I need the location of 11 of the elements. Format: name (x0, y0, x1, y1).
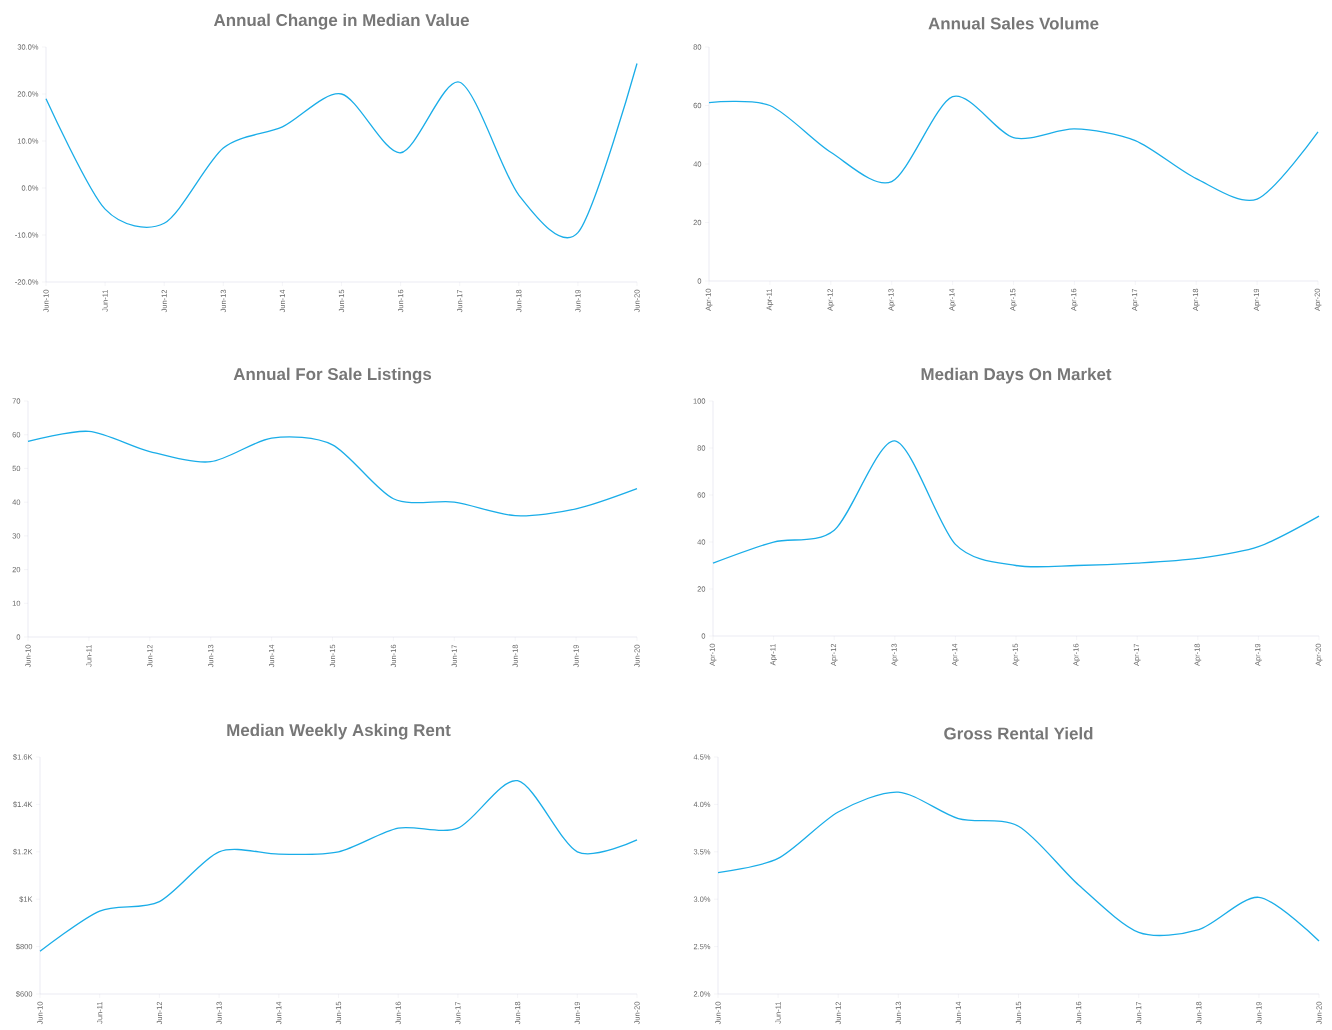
line-series (712, 440, 1320, 568)
chart-title: Annual Sales Volume (928, 17, 1099, 30)
chart-title: Annual For Sale Listings (233, 367, 432, 384)
line-series (708, 96, 1319, 201)
line-series (39, 780, 638, 952)
chart-title: Gross Rental Yield (944, 727, 1093, 740)
line-series (717, 791, 1320, 942)
chart-title: Annual Change in Median Value (213, 13, 469, 30)
line-series (27, 430, 638, 517)
chart-title: Median Days On Market (921, 367, 1112, 384)
chart-title: Median Weekly Asking Rent (227, 723, 451, 740)
